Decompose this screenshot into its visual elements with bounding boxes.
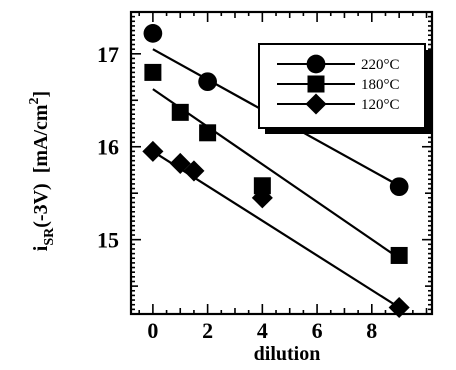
data-point-series-3 [183, 160, 205, 182]
legend-label-series-3: 120°C [361, 97, 400, 113]
x-tick-label: 0 [147, 318, 158, 343]
y-axis-title-rest: (-3V) [mA/cm [30, 104, 52, 228]
data-point-series-2 [171, 103, 189, 121]
x-tick-label: 8 [366, 318, 377, 343]
legend-marker-series-1 [306, 54, 326, 74]
y-axis-title-sub: SR [42, 227, 57, 246]
y-axis-title-close: ] [30, 91, 52, 98]
legend-label-series-1: 220°C [361, 57, 400, 73]
data-point-series-1 [143, 24, 163, 43]
fit-line-series-2 [152, 88, 400, 260]
legend-box [258, 43, 426, 129]
legend-marker-series-2 [307, 75, 325, 93]
x-tick-label: 2 [202, 318, 213, 343]
data-point-series-2 [390, 246, 408, 264]
legend: 220°C 180°C 120°C [258, 43, 431, 134]
plot-frame [129, 10, 434, 316]
data-point-series-1 [389, 177, 409, 197]
legend-label-series-2: 180°C [361, 77, 400, 93]
x-tick-label: 4 [257, 318, 268, 343]
data-point-series-1 [198, 72, 217, 92]
data-point-series-3 [142, 140, 164, 162]
data-points-layer [142, 24, 410, 319]
y-tick-label: 17 [97, 42, 119, 67]
data-point-series-2 [144, 63, 162, 81]
x-axis-title: dilution [254, 343, 321, 365]
x-tick-label: 6 [312, 318, 323, 343]
data-point-series-2 [253, 177, 271, 195]
y-axis-title: iSR(-3V) [mA/cm2] [27, 91, 57, 251]
data-point-series-3 [251, 187, 273, 209]
data-point-series-3 [169, 152, 191, 175]
data-point-series-2 [199, 124, 217, 142]
y-axis-title-sup: 2 [27, 97, 42, 104]
y-tick-label: 15 [97, 228, 119, 253]
y-axis-title-main: i [30, 245, 52, 251]
y-tick-label: 16 [97, 135, 119, 160]
legend-marker-series-3 [305, 93, 327, 115]
data-point-series-3 [388, 296, 410, 319]
